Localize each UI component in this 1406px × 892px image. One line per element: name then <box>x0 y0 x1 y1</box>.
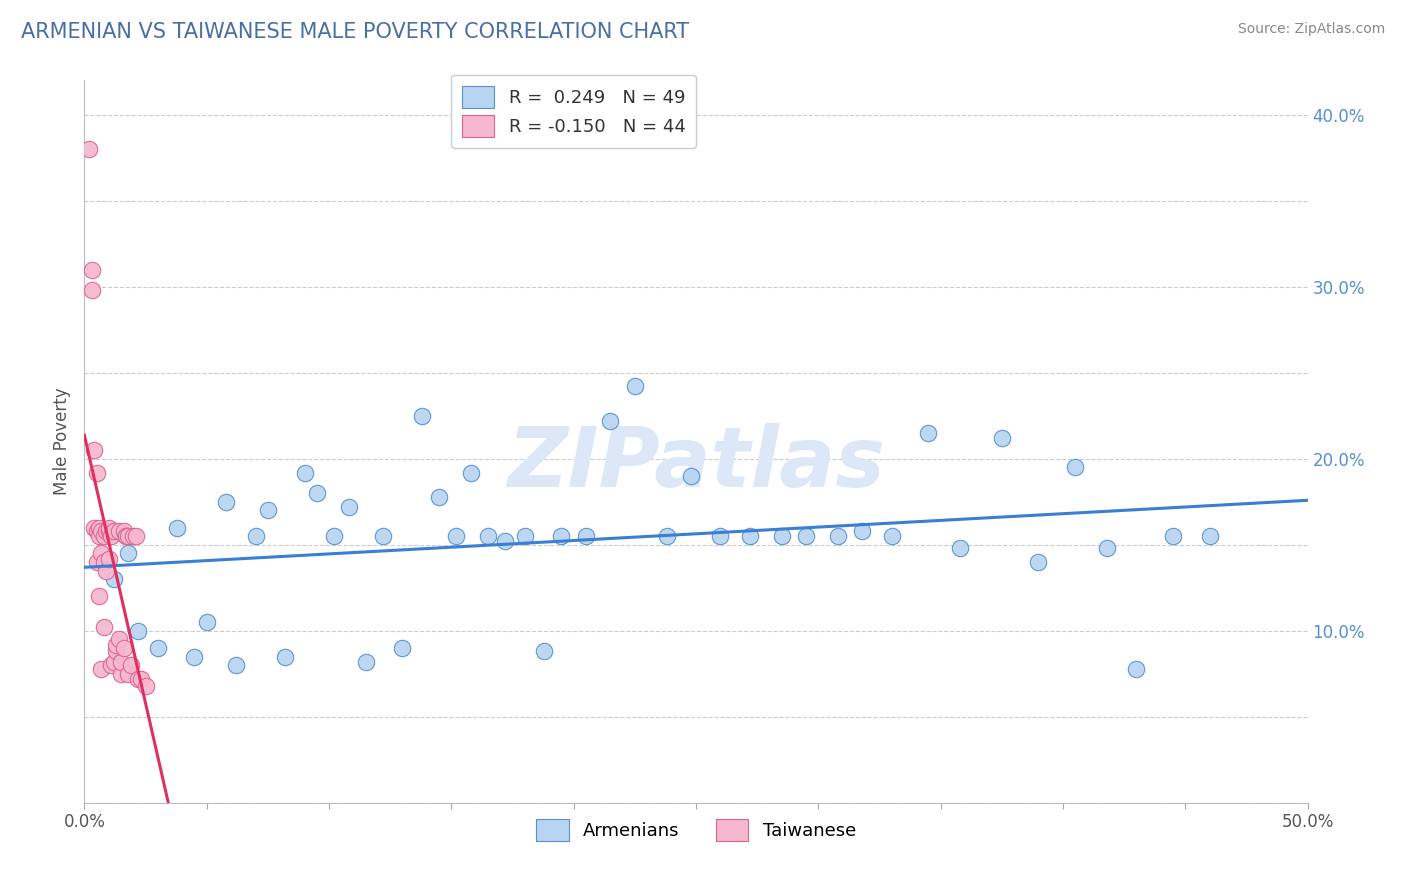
Y-axis label: Male Poverty: Male Poverty <box>53 388 72 495</box>
Point <box>444 529 467 543</box>
Point <box>195 615 218 630</box>
Point <box>100 529 122 543</box>
Point <box>354 655 377 669</box>
Point <box>115 529 138 543</box>
Point <box>127 624 149 638</box>
Point <box>87 590 110 604</box>
Point <box>80 262 103 277</box>
Point <box>107 632 129 647</box>
Point <box>183 649 205 664</box>
Point <box>337 500 360 514</box>
Point <box>107 524 129 538</box>
Point <box>827 529 849 543</box>
Point <box>949 541 972 556</box>
Point <box>1125 662 1147 676</box>
Point <box>624 379 647 393</box>
Point <box>97 520 120 534</box>
Point <box>100 658 122 673</box>
Point <box>105 644 128 658</box>
Text: ARMENIAN VS TAIWANESE MALE POVERTY CORRELATION CHART: ARMENIAN VS TAIWANESE MALE POVERTY CORRE… <box>21 22 689 42</box>
Point <box>513 529 536 543</box>
Point <box>112 524 135 538</box>
Point <box>371 529 394 543</box>
Point <box>86 555 108 569</box>
Point <box>117 666 139 681</box>
Point <box>90 524 112 538</box>
Point <box>411 409 433 423</box>
Text: ZIPatlas: ZIPatlas <box>508 423 884 504</box>
Point <box>681 469 703 483</box>
Point <box>83 443 105 458</box>
Point <box>127 672 149 686</box>
Point <box>1198 529 1220 543</box>
Point <box>77 142 100 156</box>
Point <box>851 524 873 538</box>
Point <box>322 529 344 543</box>
Point <box>294 466 316 480</box>
Point <box>117 546 139 560</box>
Point <box>103 524 125 538</box>
Point <box>257 503 280 517</box>
Point <box>93 620 115 634</box>
Point <box>770 529 793 543</box>
Point <box>122 529 145 543</box>
Point <box>90 546 112 560</box>
Point <box>1064 460 1087 475</box>
Point <box>80 283 103 297</box>
Point <box>575 529 598 543</box>
Point <box>87 529 110 543</box>
Point <box>880 529 903 543</box>
Point <box>391 640 413 655</box>
Point <box>96 564 118 578</box>
Point <box>991 431 1014 445</box>
Point <box>794 529 817 543</box>
Point <box>135 679 157 693</box>
Point <box>655 529 678 543</box>
Point <box>105 638 128 652</box>
Point <box>917 425 939 440</box>
Point <box>305 486 328 500</box>
Point <box>97 551 120 566</box>
Point <box>129 672 152 686</box>
Point <box>494 534 516 549</box>
Point <box>120 658 142 673</box>
Point <box>103 655 125 669</box>
Point <box>477 529 499 543</box>
Point <box>533 644 555 658</box>
Point <box>460 466 482 480</box>
Point <box>110 655 132 669</box>
Point <box>112 640 135 655</box>
Point <box>97 524 120 538</box>
Point <box>738 529 761 543</box>
Point <box>93 529 115 543</box>
Point <box>599 414 621 428</box>
Text: Source: ZipAtlas.com: Source: ZipAtlas.com <box>1237 22 1385 37</box>
Point <box>1161 529 1184 543</box>
Point <box>225 658 247 673</box>
Point <box>83 520 105 534</box>
Point <box>86 524 108 538</box>
Point <box>117 529 139 543</box>
Point <box>90 662 112 676</box>
Point <box>427 490 450 504</box>
Point <box>274 649 297 664</box>
Point <box>125 529 148 543</box>
Point <box>115 529 138 543</box>
Point <box>103 572 125 586</box>
Point <box>215 494 238 508</box>
Point <box>709 529 731 543</box>
Point <box>87 520 110 534</box>
Point <box>146 640 169 655</box>
Point <box>550 529 572 543</box>
Point <box>166 520 188 534</box>
Point <box>86 466 108 480</box>
Point <box>110 666 132 681</box>
Point <box>1095 541 1118 556</box>
Point <box>245 529 267 543</box>
Point <box>93 555 115 569</box>
Point <box>96 524 118 538</box>
Legend: Armenians, Taiwanese: Armenians, Taiwanese <box>529 812 863 848</box>
Point <box>1028 555 1050 569</box>
